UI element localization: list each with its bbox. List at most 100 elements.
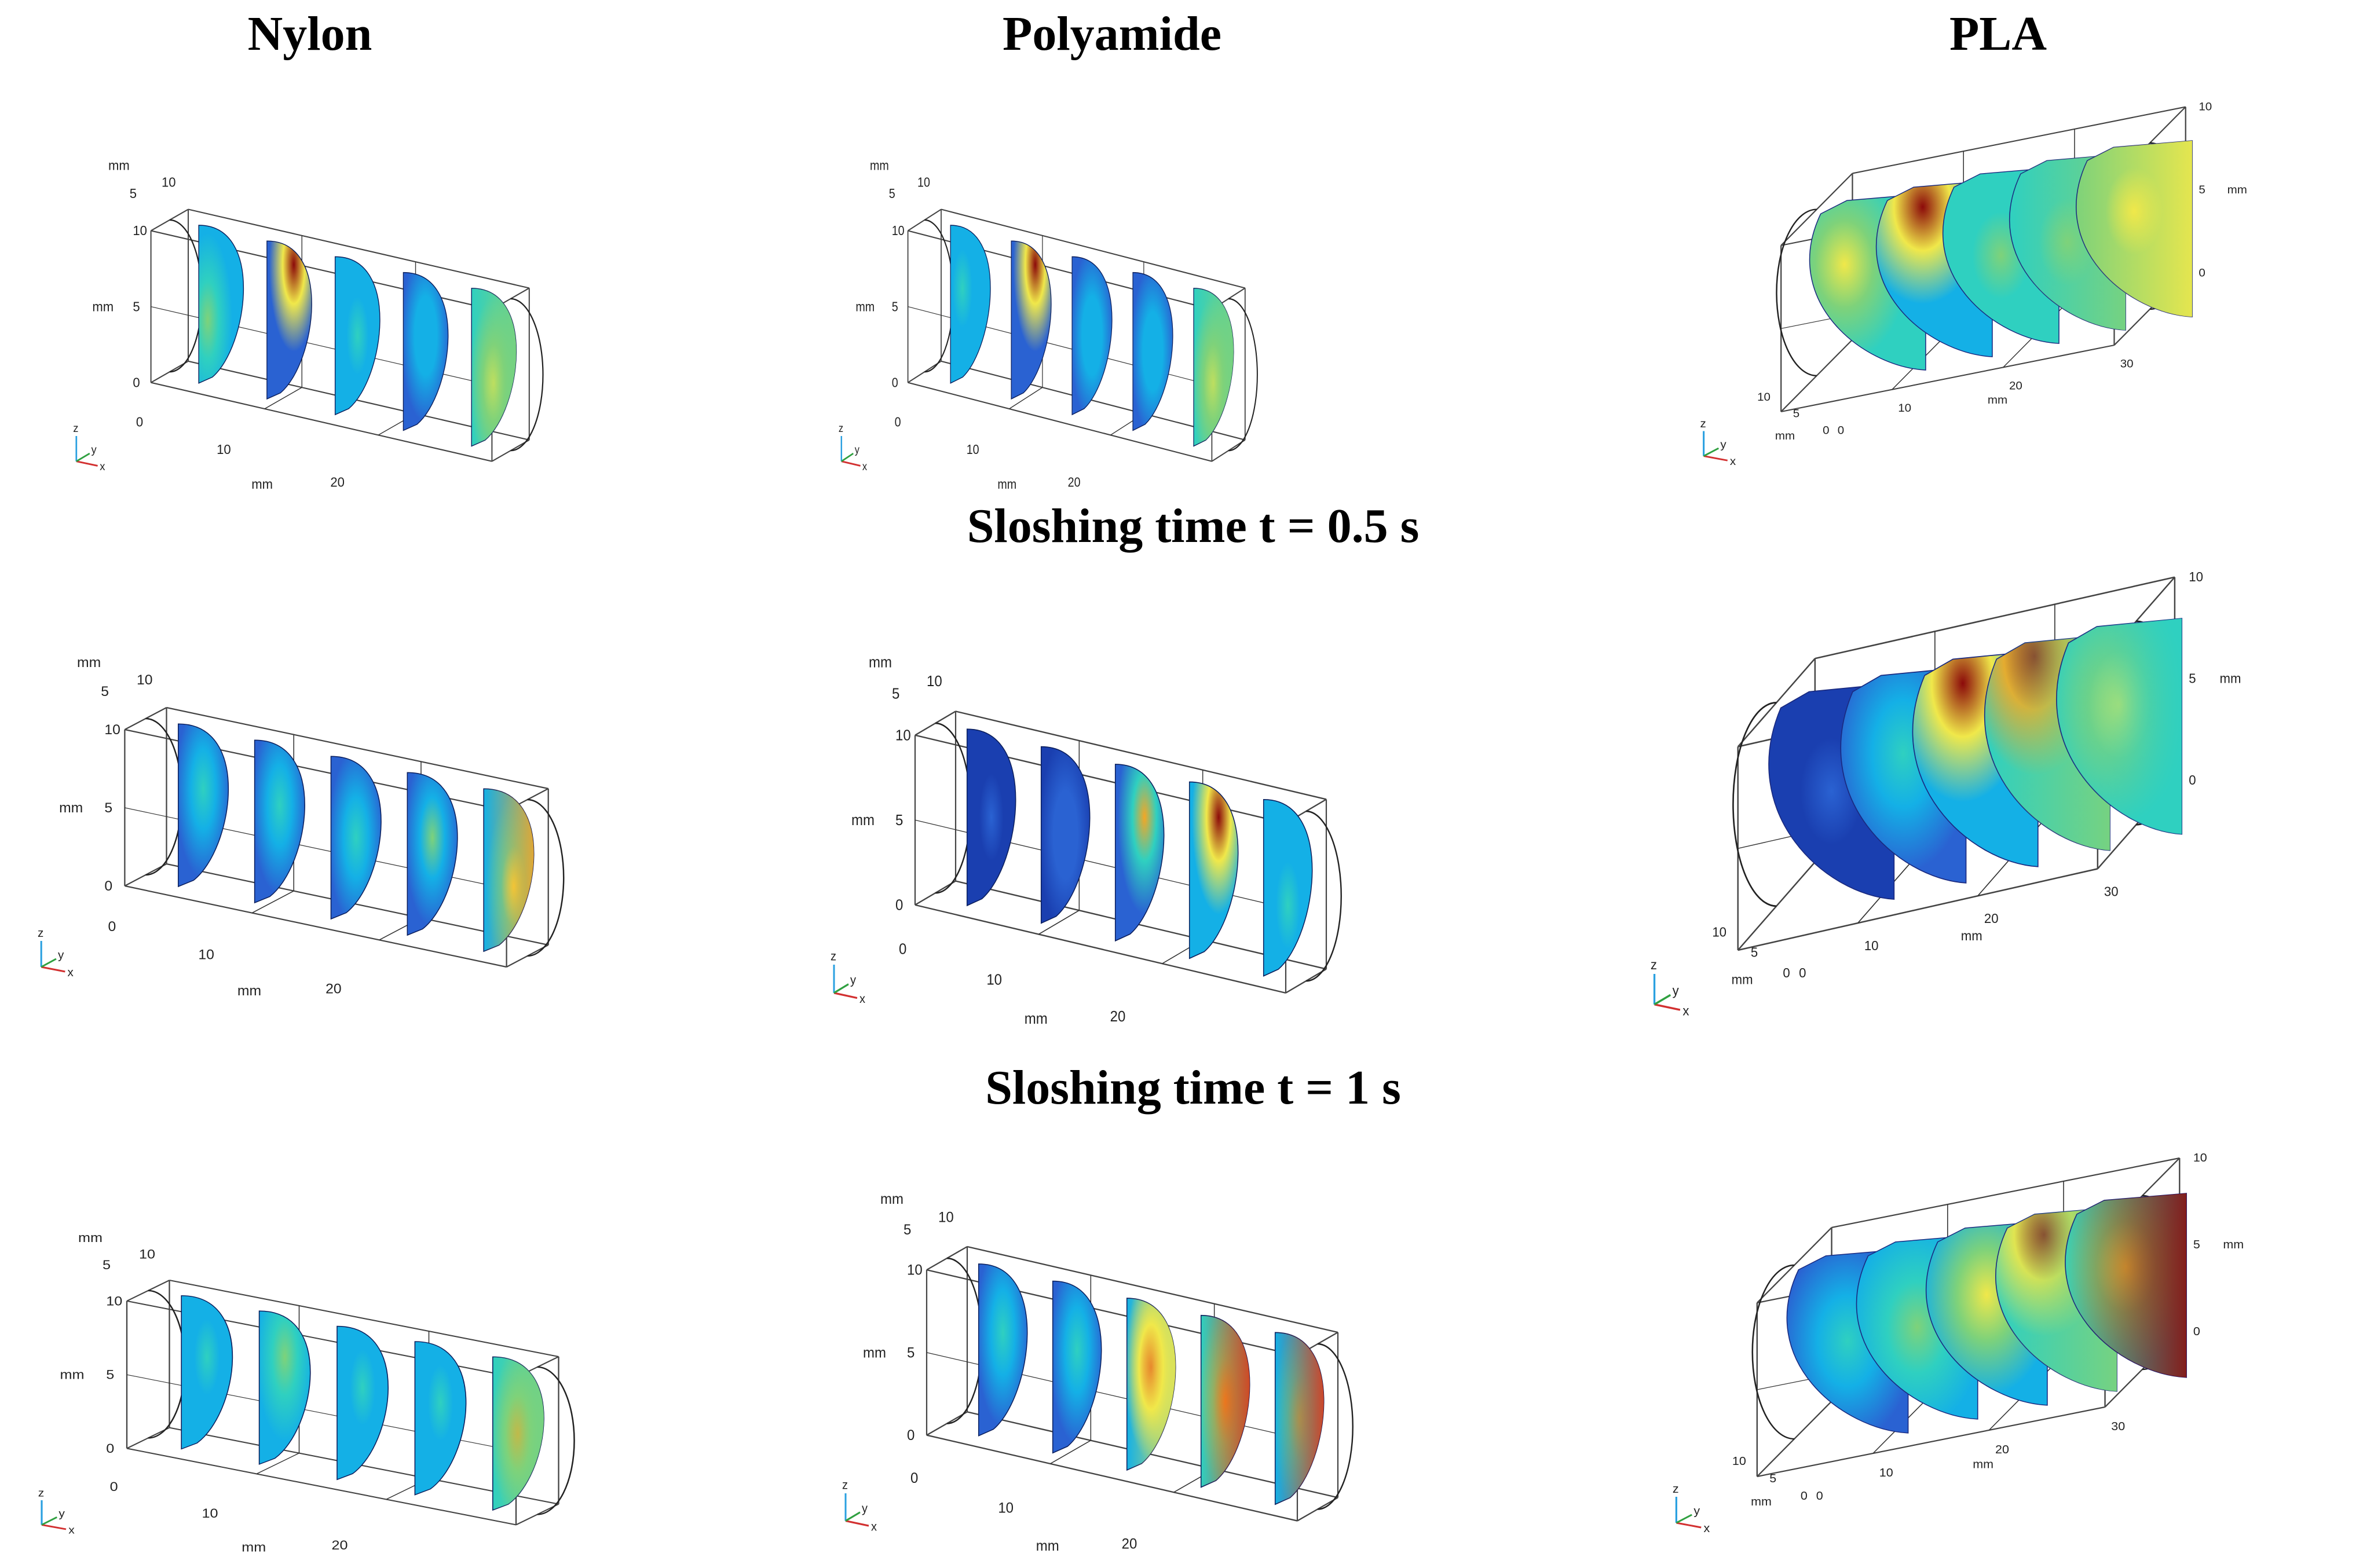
z-tick-label: 0 (2193, 1325, 2200, 1338)
z-axis-unit: mm (2227, 184, 2247, 196)
triad-z-label: z (831, 950, 836, 963)
x-tick-label: 10 (1898, 402, 1911, 415)
y-tick-label: 5 (130, 186, 137, 202)
slice-group (1768, 618, 2183, 900)
slice-surface (178, 723, 229, 888)
origin-label: 0 (1801, 1490, 1808, 1503)
y-tick-label: 5 (892, 686, 899, 702)
slice-surface (978, 1263, 1028, 1437)
triad-x-label: x (862, 460, 867, 473)
tank-end-cap-left (1751, 1264, 1795, 1440)
axis-labels: 0510mm1020300mm510mm (863, 1191, 1137, 1554)
y-tick-label: 10 (1732, 1455, 1746, 1468)
slice-surface (1040, 746, 1091, 924)
y-tick-label: 10 (1712, 924, 1726, 940)
origin-label: 0 (1838, 424, 1844, 437)
z-tick-label: 10 (2193, 1152, 2207, 1164)
tank-end-cap-left (1732, 702, 1777, 907)
slice-edge-highlight (1126, 1298, 1176, 1470)
triad-x-label: x (1730, 455, 1736, 467)
triad-y-label: y (58, 949, 64, 962)
z-tick-label: 10 (133, 223, 147, 239)
x-axis-unit: mm (251, 477, 273, 492)
x-axis-unit: mm (1025, 1010, 1048, 1027)
orientation-triad: zyx (839, 422, 867, 473)
z-axis-unit: mm (863, 1345, 886, 1361)
x-tick-label: 30 (2104, 884, 2119, 899)
slice-surface (181, 1295, 233, 1450)
time-title-1s: Sloshing time t = 1 s (985, 1061, 1401, 1115)
z-tick-label: 10 (2199, 101, 2212, 113)
y-axis-unit: mm (1751, 1496, 1772, 1508)
z-tick-label: 5 (133, 299, 140, 314)
origin-label: 0 (108, 919, 116, 935)
origin-label: 0 (1816, 1490, 1823, 1503)
z-tick-label: 5 (104, 800, 112, 816)
tank-end-cap-left (145, 717, 183, 876)
slice-surface (966, 728, 1016, 907)
y-tick-label: 5 (1751, 944, 1758, 960)
triad-y-label: y (862, 1501, 868, 1515)
x-tick-label: 20 (1984, 911, 1999, 926)
slice-surface (1052, 1280, 1102, 1454)
panel-polyamide-t05: 0510mm1020300mm510mmzyx (831, 654, 1342, 1028)
tank-end-cap-right (1228, 298, 1258, 452)
slice-edge-highlight (492, 1357, 544, 1511)
y-tick-label: 10 (139, 1247, 155, 1262)
panel-nylon-t05: 0510mm1020300mm510mmzyx (38, 655, 565, 999)
y-axis-unit: mm (880, 1191, 903, 1207)
z-tick-label: 0 (133, 375, 140, 390)
slice-surface (1263, 798, 1313, 977)
axis-labels: 0510mm1020300mm510mm (92, 157, 344, 492)
x-tick-label: 10 (986, 971, 1002, 988)
triad-z-label: z (1673, 1483, 1679, 1496)
z-tick-label: 5 (2199, 184, 2205, 196)
y-tick-label: 10 (938, 1210, 954, 1226)
y-tick-label: 5 (903, 1222, 911, 1238)
triad-z-label: z (839, 422, 843, 435)
z-tick-label: 0 (895, 897, 903, 914)
triad-x-label: x (859, 992, 866, 1006)
x-axis-unit: mm (1973, 1458, 1993, 1471)
triad-x-label: x (871, 1520, 877, 1534)
z-axis-unit: mm (851, 812, 875, 829)
x-tick-label: 10 (998, 1500, 1014, 1516)
slice-surface (1188, 781, 1239, 959)
z-tick-label: 5 (892, 299, 898, 314)
tank-end-cap-left (935, 722, 971, 894)
axis-labels: 0510mm1020300mm510mm (851, 654, 1125, 1028)
x-tick-label: 30 (2111, 1420, 2125, 1433)
tank-end-cap-right (510, 298, 544, 452)
orientation-triad: z yx (831, 950, 866, 1006)
tank-end-cap-right (1317, 1343, 1354, 1510)
origin-label: 0 (1823, 424, 1829, 437)
y-tick-label: 10 (162, 174, 176, 190)
x-tick-label: 20 (332, 1538, 348, 1553)
x-tick-label: 10 (967, 441, 979, 457)
triad-y-label: y (92, 444, 97, 457)
x-axis-unit: mm (1961, 928, 1982, 944)
slice-group (181, 1295, 544, 1511)
slice-edge-highlight (471, 288, 517, 446)
slice-edge-highlight (1193, 288, 1234, 446)
triad-y-label: y (850, 973, 857, 987)
triad-z-label: z (1651, 957, 1657, 972)
z-axis-unit: mm (855, 299, 875, 314)
origin-label: 0 (1783, 965, 1790, 980)
slice-group (1809, 140, 2193, 371)
x-tick-label: 20 (1995, 1444, 2009, 1456)
z-tick-label: 10 (2189, 570, 2203, 584)
slice-surface (1114, 764, 1165, 942)
x-axis-unit: mm (997, 477, 1016, 492)
x-tick-label: 20 (2009, 380, 2022, 392)
tank-end-cap-right (527, 798, 565, 957)
origin-label: 0 (136, 414, 143, 430)
slice-group (178, 723, 535, 952)
z-tick-label: 10 (895, 727, 911, 744)
panel-polyamide-t1: 0510mm1020300mm510mmzyx (842, 1191, 1354, 1554)
y-tick-label: 5 (103, 1258, 111, 1273)
